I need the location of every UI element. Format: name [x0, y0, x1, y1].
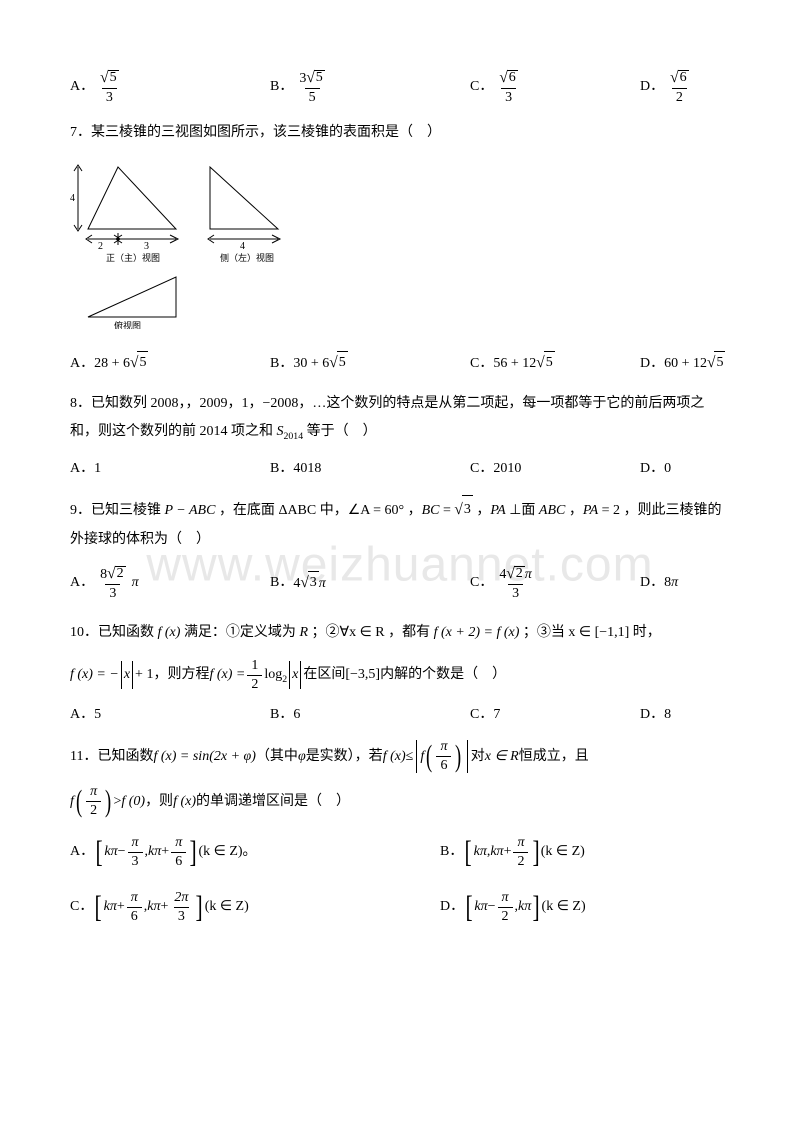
q8-options: A．1 B．4018 C．2010 D．0	[70, 458, 730, 480]
q8-opt-a: A．1	[70, 458, 270, 480]
svg-text:2: 2	[98, 241, 103, 252]
q7-opt-d: D．60 + 12√5	[640, 351, 725, 376]
q10-text2: f (x) = −x + 1 ，则方程 f (x) = 12log2 x 在区间…	[70, 659, 730, 692]
q6-opt-b: B． 3√55	[270, 70, 470, 105]
opt-label: C．	[470, 76, 493, 98]
q9-opt-b: B．4√3π	[270, 571, 470, 596]
opt-label: B．	[270, 76, 293, 98]
svg-text:3: 3	[144, 241, 149, 252]
q11-opt-d: D． [ kπ − π2 , kπ ] (k ∈ Z)	[440, 891, 586, 924]
q7-opt-b: B．30 + 6√5	[270, 351, 470, 376]
q11-opt-c: C． [ kπ + π6 , kπ + 2π3 ] (k ∈ Z)	[70, 891, 440, 924]
svg-text:俯视图: 俯视图	[114, 320, 141, 329]
q9-opt-c: C． 4√2π3	[470, 566, 640, 601]
q8-opt-d: D．0	[640, 458, 671, 480]
q6-options: A． √53 B． 3√55 C． √63 D． √62	[70, 70, 730, 105]
q11-text: 11．已知函数 f (x) = sin(2x + φ)（其中 φ 是实数），若 …	[70, 740, 730, 773]
svg-text:4: 4	[70, 193, 75, 204]
q9-text: 9．已知三棱锥 P − ABC ，在底面 ΔABC 中，∠A = 60° ，BC…	[70, 495, 730, 554]
q11-opt-b: B． [ kπ, kπ + π2 ] (k ∈ Z)	[440, 836, 585, 869]
opt-label: A．	[70, 76, 94, 98]
q9-opt-a: A． 8√23π	[70, 566, 270, 601]
q7-opt-a: A．28 + 6√5	[70, 351, 270, 376]
q9-options: A． 8√23π B．4√3π C． 4√2π3 D．8π	[70, 566, 730, 601]
q11-opts-row2: C． [ kπ + π6 , kπ + 2π3 ] (k ∈ Z) D． [ k…	[70, 891, 730, 924]
q10-options: A．5 B．6 C．7 D．8	[70, 704, 730, 726]
q7-opt-c: C．56 + 12√5	[470, 351, 640, 376]
svg-text:正（主）视图: 正（主）视图	[106, 252, 160, 263]
q8-opt-c: C．2010	[470, 458, 640, 480]
q10-opt-c: C．7	[470, 704, 640, 726]
q11-text2: f(π2) > f (0) ，则 f (x) 的单调递增区间是（ ）	[70, 785, 730, 818]
q8-text: 8．已知数列 2008，，2009，1，−2008，…这个数列的特点是从第二项起…	[70, 390, 730, 446]
q10-opt-d: D．8	[640, 704, 671, 726]
svg-text:4: 4	[240, 241, 245, 252]
q7-options: A．28 + 6√5 B．30 + 6√5 C．56 + 12√5 D．60 +…	[70, 351, 730, 376]
q10-opt-b: B．6	[270, 704, 470, 726]
opt-label: D．	[640, 76, 664, 98]
q8-opt-b: B．4018	[270, 458, 470, 480]
page-content: A． √53 B． 3√55 C． √63 D． √62 7．某三棱锥的三视图如…	[70, 70, 730, 924]
q7-text: 7．某三棱锥的三视图如图所示，该三棱锥的表面积是（ ）	[70, 119, 730, 147]
q6-opt-d: D． √62	[640, 70, 695, 105]
q6-opt-a: A． √53	[70, 70, 270, 105]
q11-opt-a: A． [ kπ − π3 , kπ + π6 ] (k ∈ Z)。	[70, 836, 440, 869]
q10-opt-a: A．5	[70, 704, 270, 726]
svg-text:侧（左）视图: 侧（左）视图	[220, 252, 274, 263]
q10-text: 10．已知函数 f (x) 满足：①定义域为 R ；②∀x ∈ R ，都有 f …	[70, 619, 730, 647]
q9-opt-d: D．8π	[640, 572, 678, 594]
q6-opt-c: C． √63	[470, 70, 640, 105]
q11-opts-row1: A． [ kπ − π3 , kπ + π6 ] (k ∈ Z)。 B． [ k…	[70, 836, 730, 869]
q7-figure: 4 2 3 正（主）视图 4 侧（左）视图	[70, 159, 730, 337]
